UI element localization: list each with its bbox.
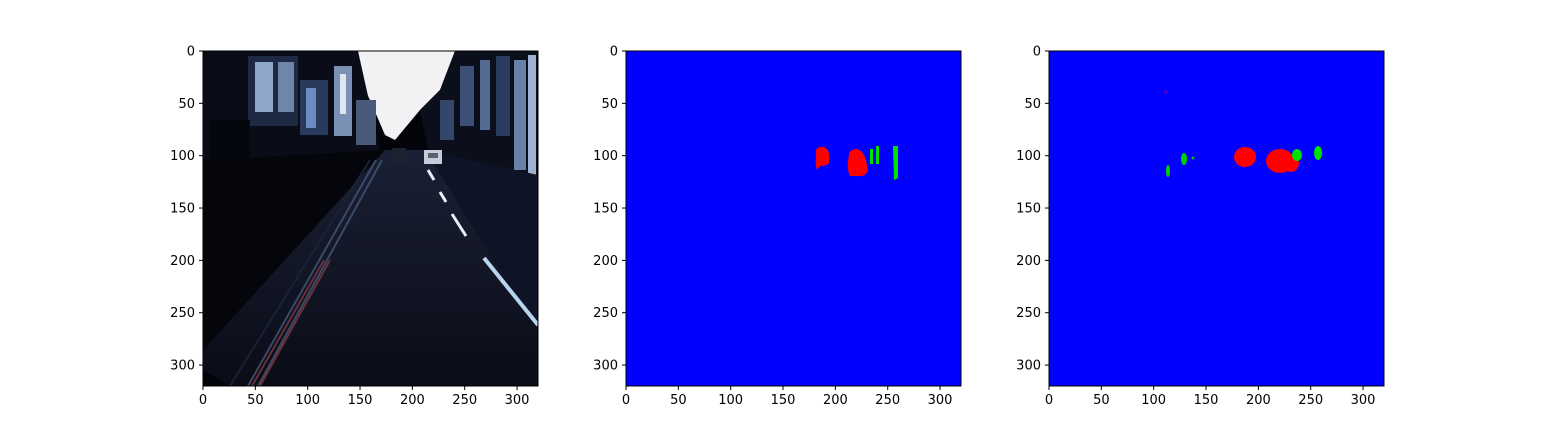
green-blob: [1192, 157, 1195, 160]
x-tick-label: 200: [400, 393, 425, 408]
panel-predicted-mask: 0 50 100 150 200 250 300 0 50 100 150 200 250 300: [1016, 45, 1384, 409]
y-tick-label: 100: [1016, 149, 1041, 164]
x-tick-label: 0: [199, 393, 207, 408]
x-tick-label: 200: [1246, 393, 1271, 408]
x-tick-label: 150: [1194, 393, 1219, 408]
x-tick-label: 150: [771, 393, 796, 408]
mask-background: [626, 51, 961, 386]
y-tick-label: 150: [593, 202, 618, 217]
y-ticks: 0 50 100 150 200 250 300: [170, 45, 203, 374]
y-tick-label: 250: [1016, 306, 1041, 321]
green-blob: [1166, 165, 1170, 177]
y-tick-label: 50: [601, 97, 618, 112]
green-blob: [870, 149, 873, 164]
x-tick-label: 100: [718, 393, 743, 408]
x-tick-label: 300: [1351, 393, 1376, 408]
y-tick-label: 250: [593, 306, 618, 321]
x-ticks: 0 50 100 150 200 250 300: [622, 386, 953, 408]
x-tick-label: 50: [670, 393, 687, 408]
green-blob: [1181, 153, 1187, 165]
green-blob: [1314, 146, 1322, 160]
x-ticks: 0 50 100 150 200 250 300: [199, 386, 530, 408]
y-tick-label: 300: [593, 359, 618, 374]
street-image: [203, 51, 538, 386]
x-tick-label: 250: [875, 393, 900, 408]
x-tick-label: 0: [1045, 393, 1053, 408]
y-tick-label: 50: [178, 97, 195, 112]
y-tick-label: 200: [593, 254, 618, 269]
x-tick-label: 300: [928, 393, 953, 408]
y-tick-label: 150: [170, 202, 195, 217]
y-tick-label: 0: [1033, 45, 1041, 60]
mask-background: [1049, 51, 1384, 386]
y-tick-label: 100: [593, 149, 618, 164]
x-tick-label: 300: [505, 393, 530, 408]
x-tick-label: 150: [348, 393, 373, 408]
panel-ground-truth-mask: 0 50 100 150 200 250 300 0 50 100 150 200 250 300: [593, 45, 961, 409]
y-tick-label: 0: [610, 45, 618, 60]
x-ticks: 0 50 100 150 200 250 300: [1045, 386, 1376, 408]
x-tick-label: 50: [247, 393, 264, 408]
noise-speck: [1164, 90, 1168, 94]
x-tick-label: 50: [1093, 393, 1110, 408]
panel-input-image: 0 50 100 150 200 250 300 0 50 100 150 200 250 300: [170, 45, 538, 409]
x-tick-label: 250: [452, 393, 477, 408]
y-tick-label: 300: [170, 359, 195, 374]
y-tick-label: 200: [1016, 254, 1041, 269]
y-ticks: 0 50 100 150 200 250 300: [593, 45, 626, 374]
x-tick-label: 250: [1298, 393, 1323, 408]
x-tick-label: 100: [1141, 393, 1166, 408]
y-tick-label: 150: [1016, 202, 1041, 217]
y-tick-label: 250: [170, 306, 195, 321]
y-tick-label: 50: [1024, 97, 1041, 112]
y-tick-label: 100: [170, 149, 195, 164]
red-blob: [1234, 147, 1256, 167]
x-tick-label: 100: [295, 393, 320, 408]
x-tick-label: 200: [823, 393, 848, 408]
y-tick-label: 0: [187, 45, 195, 60]
y-tick-label: 200: [170, 254, 195, 269]
x-tick-label: 0: [622, 393, 630, 408]
y-tick-label: 300: [1016, 359, 1041, 374]
y-ticks: 0 50 100 150 200 250 300: [1016, 45, 1049, 374]
green-blob: [1292, 149, 1302, 161]
green-blob: [876, 146, 879, 164]
